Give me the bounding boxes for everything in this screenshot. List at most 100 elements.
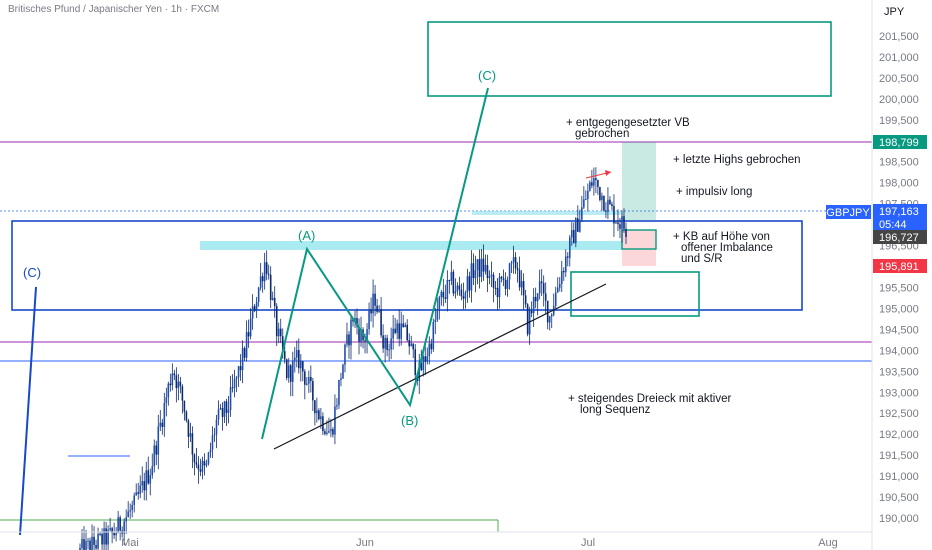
candle-body [623, 216, 625, 229]
candle-body [255, 301, 258, 311]
candle-body [261, 276, 264, 282]
y-tick-label: 195,500 [879, 282, 919, 294]
candle-body [444, 297, 447, 299]
candle-body [97, 533, 99, 549]
candle-body [310, 376, 312, 382]
candle-body [619, 224, 621, 229]
candle-body [408, 340, 411, 347]
candle-body [179, 381, 182, 387]
candle-body [223, 401, 226, 417]
candle-body [593, 178, 595, 186]
candle-body [464, 292, 467, 299]
candle-body [573, 230, 575, 244]
candle-body [83, 539, 85, 550]
candle-body [177, 381, 180, 389]
candle-body [524, 295, 527, 305]
target-box [427, 21, 832, 97]
candle-body [388, 349, 390, 351]
candle-body [219, 408, 222, 410]
x-tick-label: Jun [356, 537, 374, 549]
candle-body [275, 305, 278, 337]
candle-body [374, 293, 376, 306]
candle-body [354, 318, 356, 322]
candle-body [91, 536, 93, 550]
candle-body [127, 511, 129, 518]
candle-body [414, 349, 417, 376]
candle-body [165, 397, 168, 403]
candle-body [225, 401, 228, 413]
candle-body [528, 311, 531, 335]
candle-body [105, 528, 107, 545]
symbol-badge-label: GBPJPY [826, 207, 870, 219]
candle-body [589, 182, 591, 191]
candle-body [548, 316, 551, 323]
candle-body [300, 361, 302, 369]
y-tick-label: 195,000 [879, 303, 919, 315]
candle-body [428, 343, 431, 357]
candle-body [560, 270, 563, 285]
price-badge-label: 05:44 [879, 219, 907, 231]
candle-body [450, 271, 453, 281]
candle-body [380, 309, 382, 336]
x-axis-ticks: Mai Jun Jul Aug [121, 537, 838, 549]
x-tick-label: Jul [581, 537, 595, 549]
candle-body [611, 204, 613, 206]
candle-body [486, 265, 489, 279]
candle-body [237, 366, 240, 378]
candle-body [544, 293, 547, 301]
y-tick-label: 193,000 [879, 387, 919, 399]
candle-body [546, 300, 549, 323]
candle-body [601, 195, 603, 200]
x-tick-label: Mai [121, 537, 139, 549]
candle-body [113, 533, 115, 536]
candle-body [597, 180, 599, 187]
imbalance-zone [200, 241, 622, 250]
candle-body [422, 356, 425, 371]
candle-body [390, 338, 392, 350]
demand-box [570, 271, 700, 317]
candle-body [583, 199, 585, 208]
wave-label-a: (A) [298, 228, 315, 243]
candle-body [476, 259, 479, 271]
candle-body [615, 222, 617, 224]
blue-wave-line [19, 286, 37, 536]
candle-body [474, 270, 477, 279]
candle-body [107, 529, 109, 545]
candle-body [269, 274, 272, 300]
candle-body [376, 305, 378, 312]
candle-body [87, 540, 89, 542]
candle-body [436, 309, 439, 320]
candle-body [394, 328, 396, 333]
candle-body [508, 263, 511, 280]
candle-body [157, 426, 160, 455]
candle-body [396, 323, 398, 333]
candle-body [277, 328, 280, 337]
candle-body [384, 337, 386, 349]
candle-body [492, 274, 495, 288]
candle-body [135, 492, 138, 496]
candle-body [502, 278, 505, 280]
candle-body [243, 348, 246, 358]
candle-body [203, 460, 206, 466]
candle-body [368, 309, 370, 330]
candle-body [95, 545, 97, 549]
price-axis[interactable] [872, 0, 932, 550]
range-box [11, 220, 803, 311]
candle-body [145, 470, 148, 491]
candle-body [181, 386, 184, 401]
candle-body [302, 361, 304, 372]
candle-body [318, 410, 320, 420]
candle-body [115, 532, 117, 536]
candle-body [201, 460, 204, 472]
candle-body [328, 431, 330, 433]
candle-body [344, 344, 346, 365]
candle-body [418, 362, 421, 381]
candle-body [99, 533, 101, 535]
candle-body [498, 276, 501, 298]
zone-upper [472, 211, 622, 215]
candle-body [360, 329, 362, 342]
candle-body [271, 297, 274, 300]
candle-body [514, 257, 517, 269]
candle-body [209, 449, 212, 453]
